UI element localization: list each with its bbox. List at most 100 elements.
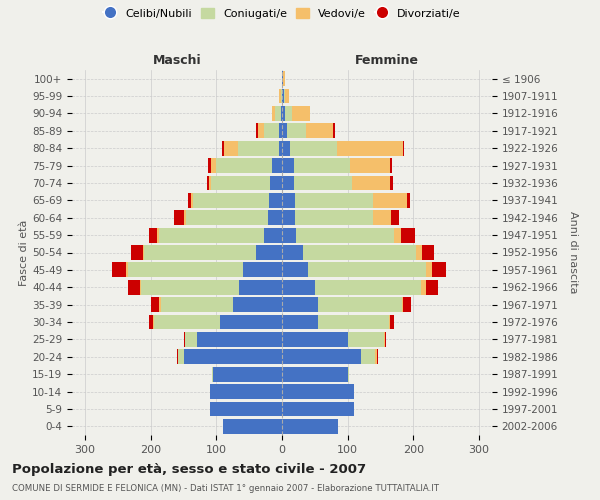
Bar [184, 350, 282, 364]
Bar [282, 262, 308, 278]
Bar [279, 141, 282, 156]
Bar [208, 158, 211, 173]
Bar [282, 298, 318, 312]
Bar [220, 314, 282, 330]
Bar [279, 124, 282, 138]
Bar [391, 210, 399, 225]
Bar [131, 245, 143, 260]
Bar [280, 88, 281, 104]
Bar [282, 332, 347, 347]
Bar [384, 332, 385, 347]
Bar [361, 350, 375, 364]
Bar [294, 176, 352, 190]
Bar [154, 314, 220, 330]
Bar [282, 367, 347, 382]
Bar [292, 106, 310, 121]
Bar [127, 262, 128, 278]
Bar [282, 193, 295, 208]
Bar [269, 193, 282, 208]
Text: Maschi: Maschi [152, 54, 202, 66]
Bar [153, 314, 154, 330]
Bar [421, 280, 427, 294]
Bar [223, 419, 282, 434]
Bar [282, 228, 296, 242]
Bar [385, 332, 386, 347]
Bar [272, 106, 275, 121]
Bar [128, 280, 140, 294]
Bar [177, 350, 178, 364]
Bar [377, 350, 378, 364]
Bar [239, 280, 282, 294]
Bar [295, 210, 373, 225]
Bar [282, 280, 315, 294]
Bar [294, 158, 350, 173]
Bar [184, 210, 185, 225]
Bar [275, 106, 281, 121]
Bar [347, 332, 384, 347]
Bar [401, 228, 415, 242]
Bar [287, 124, 305, 138]
Bar [350, 158, 390, 173]
Bar [431, 262, 446, 278]
Bar [187, 193, 191, 208]
Bar [389, 176, 393, 190]
Bar [282, 245, 303, 260]
Bar [394, 228, 401, 242]
Bar [282, 106, 285, 121]
Bar [390, 314, 394, 330]
Legend: Celibi/Nubili, Coniugati/e, Vedovi/e, Divorziati/e: Celibi/Nubili, Coniugati/e, Vedovi/e, Di… [101, 6, 463, 21]
Bar [210, 402, 282, 416]
Bar [213, 367, 282, 382]
Bar [407, 193, 410, 208]
Bar [282, 88, 284, 104]
Bar [422, 245, 434, 260]
Bar [184, 332, 185, 347]
Bar [158, 228, 263, 242]
Bar [233, 298, 282, 312]
Bar [157, 228, 158, 242]
Bar [403, 298, 411, 312]
Bar [282, 72, 283, 86]
Bar [128, 262, 242, 278]
Bar [263, 228, 282, 242]
Bar [282, 350, 361, 364]
Bar [151, 298, 159, 312]
Bar [282, 124, 287, 138]
Text: Femmine: Femmine [355, 54, 419, 66]
Bar [185, 332, 197, 347]
Y-axis label: Fasce di età: Fasce di età [19, 220, 29, 286]
Bar [211, 158, 217, 173]
Bar [270, 176, 282, 190]
Bar [281, 88, 282, 104]
Bar [256, 124, 258, 138]
Bar [193, 193, 269, 208]
Bar [285, 106, 292, 121]
Bar [185, 210, 268, 225]
Bar [143, 245, 144, 260]
Bar [285, 88, 289, 104]
Bar [282, 419, 338, 434]
Bar [256, 245, 282, 260]
Bar [272, 158, 282, 173]
Bar [112, 262, 127, 278]
Text: COMUNE DI SERMIDE E FELONICA (MN) - Dati ISTAT 1° gennaio 2007 - Elaborazione TU: COMUNE DI SERMIDE E FELONICA (MN) - Dati… [12, 484, 439, 493]
Bar [141, 280, 239, 294]
Bar [191, 193, 193, 208]
Bar [333, 124, 335, 138]
Bar [222, 141, 224, 156]
Bar [224, 141, 238, 156]
Bar [207, 176, 209, 190]
Bar [149, 314, 153, 330]
Bar [264, 124, 279, 138]
Bar [427, 280, 438, 294]
Bar [282, 158, 294, 173]
Bar [390, 158, 392, 173]
Bar [296, 228, 394, 242]
Bar [352, 176, 389, 190]
Bar [282, 176, 294, 190]
Bar [175, 210, 184, 225]
Bar [210, 384, 282, 399]
Bar [217, 158, 272, 173]
Bar [416, 245, 422, 260]
Bar [315, 280, 421, 294]
